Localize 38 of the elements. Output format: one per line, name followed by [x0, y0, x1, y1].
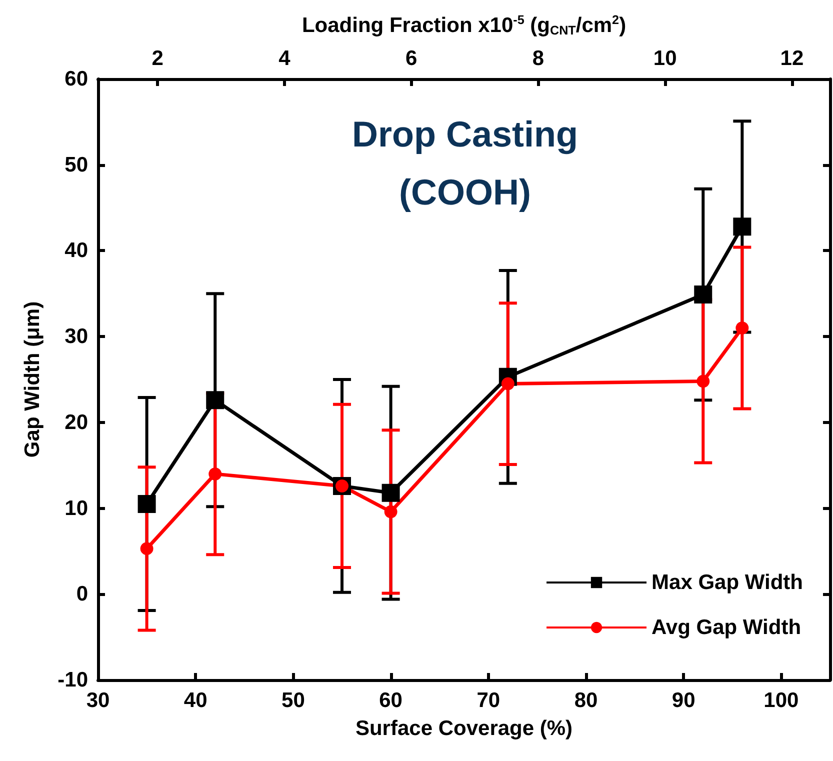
- point: [384, 505, 398, 518]
- y-tick-label: 60: [64, 68, 88, 90]
- point: [501, 377, 514, 390]
- x-tick-label: 60: [379, 689, 402, 712]
- x-tick-label: 90: [672, 689, 696, 712]
- y-tick-label: -10: [58, 668, 88, 692]
- x-axis-title: Surface Coverage (%): [355, 717, 573, 740]
- point: [694, 286, 712, 304]
- y-tick-label: 10: [64, 496, 88, 520]
- x2-tick-label: 2: [152, 47, 164, 70]
- x2-tick-label: 10: [653, 47, 677, 70]
- x2-tick-label: 8: [532, 47, 544, 70]
- point: [206, 391, 224, 410]
- x-tick-label: 40: [184, 689, 208, 712]
- x-tick-label: 80: [574, 689, 598, 712]
- x2-tick-label: 12: [780, 47, 804, 70]
- y-tick-label: 50: [64, 153, 88, 176]
- point: [382, 484, 400, 502]
- y-tick-label: 20: [64, 410, 88, 434]
- point: [736, 321, 749, 334]
- x2-tick-label: 4: [278, 47, 291, 70]
- point: [138, 494, 156, 513]
- legend-label: Avg Gap Width: [652, 616, 802, 639]
- legend-label: Max Gap Width: [652, 571, 804, 594]
- y-axis-title: Gap Width (μm): [21, 301, 44, 458]
- x-tick-label: 30: [86, 689, 110, 712]
- point: [208, 467, 222, 480]
- x-tick-label: 100: [764, 689, 799, 712]
- text: Drop Casting (COOH): [352, 114, 578, 212]
- y-tick-label: 30: [64, 325, 88, 348]
- y-tick-label: 0: [76, 582, 88, 606]
- x-tick-label: 50: [282, 689, 305, 712]
- point: [696, 374, 710, 388]
- x-tick-label: 70: [476, 689, 500, 712]
- point: [140, 542, 154, 556]
- x2-tick-label: 6: [406, 47, 418, 70]
- y-tick-label: 40: [64, 239, 88, 262]
- point: [733, 218, 752, 236]
